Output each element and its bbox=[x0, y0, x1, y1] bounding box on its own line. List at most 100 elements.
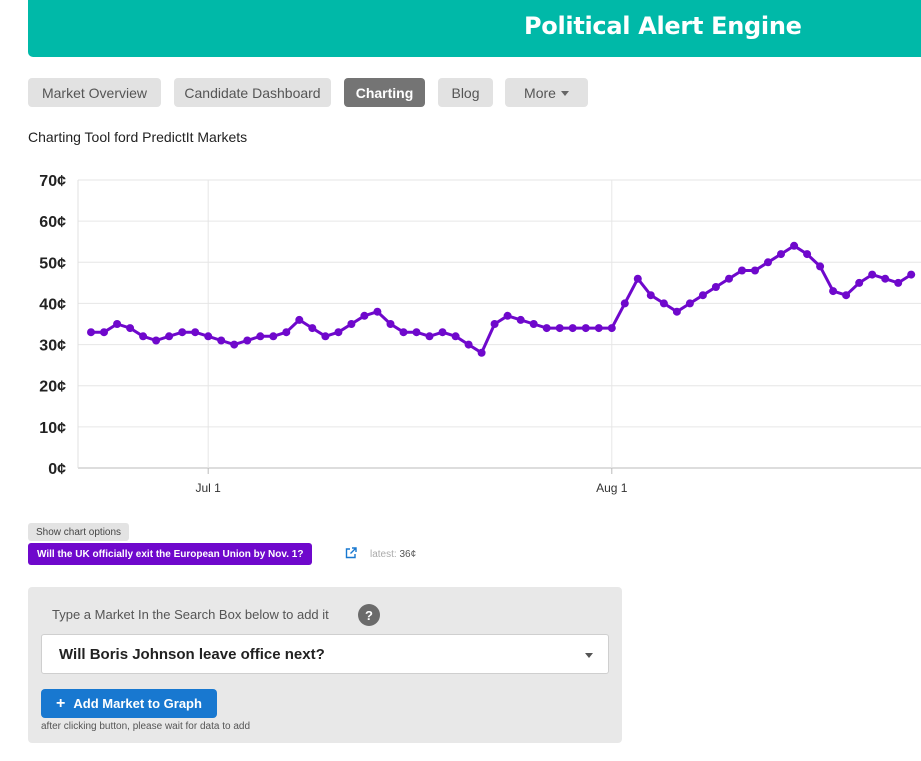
data-point bbox=[256, 332, 265, 341]
caret-down-icon bbox=[560, 91, 569, 96]
help-icon-text: ? bbox=[365, 607, 373, 623]
market-select[interactable]: Will Boris Johnson leave office next? bbox=[41, 634, 609, 674]
y-tick-label: 50¢ bbox=[39, 255, 66, 272]
data-point bbox=[321, 332, 330, 341]
x-axis-labels: Jul 1 Aug 1 bbox=[196, 481, 628, 495]
data-point bbox=[230, 340, 239, 349]
data-point bbox=[126, 324, 135, 333]
y-tick-label: 70¢ bbox=[39, 173, 66, 190]
data-point bbox=[100, 328, 108, 337]
data-point bbox=[386, 320, 395, 328]
data-point bbox=[568, 324, 577, 333]
add-market-button-label: Add Market to Graph bbox=[73, 696, 202, 711]
data-point bbox=[685, 299, 694, 308]
data-point bbox=[152, 336, 161, 345]
data-point bbox=[503, 311, 512, 320]
search-panel: Type a Market In the Search Box below to… bbox=[28, 587, 622, 743]
data-point bbox=[555, 324, 564, 333]
data-point bbox=[295, 315, 304, 324]
data-point bbox=[425, 332, 434, 341]
y-tick-label: 30¢ bbox=[39, 338, 66, 355]
data-point bbox=[516, 315, 525, 324]
nav-blog-label: Blog bbox=[451, 84, 480, 101]
data-point bbox=[113, 320, 122, 328]
data-point bbox=[672, 307, 681, 316]
data-point bbox=[542, 324, 551, 333]
add-market-hint: after clicking button, please wait for d… bbox=[41, 721, 251, 732]
data-point bbox=[204, 332, 213, 341]
data-point bbox=[347, 320, 356, 328]
help-icon[interactable]: ? bbox=[358, 604, 380, 626]
data-point bbox=[633, 274, 642, 283]
nav-candidate-dashboard[interactable]: Candidate Dashboard bbox=[174, 78, 331, 107]
data-point bbox=[842, 291, 851, 300]
y-tick-label: 20¢ bbox=[39, 379, 66, 396]
data-point bbox=[881, 274, 890, 283]
data-point bbox=[581, 324, 590, 333]
show-chart-options-button[interactable]: Show chart options bbox=[28, 523, 130, 541]
data-point bbox=[438, 328, 447, 337]
data-point bbox=[282, 328, 291, 337]
data-point bbox=[646, 291, 655, 300]
data-point bbox=[217, 336, 226, 345]
latest-price-value: 36¢ bbox=[399, 549, 417, 560]
data-point bbox=[620, 299, 629, 308]
data-point bbox=[751, 266, 759, 275]
market-tag-label: Will the UK officially exit the European… bbox=[37, 548, 304, 560]
data-point bbox=[659, 299, 668, 308]
data-point bbox=[490, 320, 499, 328]
chart-grid bbox=[77, 179, 921, 474]
data-point bbox=[373, 307, 382, 316]
nav-charting[interactable]: Charting bbox=[344, 78, 425, 107]
data-point bbox=[178, 328, 187, 337]
y-tick-label: 60¢ bbox=[39, 214, 66, 231]
data-point bbox=[790, 241, 799, 250]
data-point bbox=[269, 332, 278, 341]
y-axis-labels: 0¢ 10¢ 20¢ 30¢ 40¢ 50¢ 60¢ 70¢ bbox=[39, 173, 66, 478]
data-point bbox=[725, 274, 733, 283]
data-point bbox=[334, 328, 343, 337]
latest-price-label: latest: bbox=[370, 549, 397, 560]
data-point bbox=[477, 348, 486, 357]
data-point bbox=[412, 328, 421, 337]
data-point bbox=[139, 332, 148, 341]
data-point bbox=[711, 283, 720, 291]
data-point bbox=[868, 270, 877, 279]
data-point bbox=[191, 328, 200, 337]
data-point bbox=[529, 320, 538, 328]
nav-more[interactable]: More bbox=[505, 78, 588, 107]
chevron-down-icon bbox=[585, 653, 593, 658]
data-point bbox=[607, 324, 616, 333]
y-tick-label: 40¢ bbox=[39, 296, 66, 313]
data-point bbox=[243, 336, 252, 345]
data-point bbox=[698, 291, 707, 300]
chart-series bbox=[87, 241, 916, 357]
market-tag[interactable]: Will the UK officially exit the European… bbox=[28, 543, 313, 565]
y-tick-label: 10¢ bbox=[39, 420, 66, 437]
price-chart: 0¢ 10¢ 20¢ 30¢ 40¢ 50¢ 60¢ 70¢ Jul 1 Aug 1 bbox=[39, 173, 921, 495]
latest-price: latest: 36¢ bbox=[370, 549, 416, 560]
plus-icon: + bbox=[56, 694, 66, 712]
data-point bbox=[894, 278, 903, 287]
data-point bbox=[816, 262, 825, 271]
data-point bbox=[764, 258, 772, 267]
add-market-button[interactable]: + Add Market to Graph bbox=[41, 689, 217, 718]
nav-more-label: More bbox=[524, 84, 556, 101]
x-tick-label: Aug 1 bbox=[596, 481, 628, 495]
data-point bbox=[777, 250, 785, 259]
data-point bbox=[451, 332, 460, 341]
nav-market-overview[interactable]: Market Overview bbox=[28, 78, 161, 107]
nav-blog[interactable]: Blog bbox=[438, 78, 493, 107]
y-tick-label: 0¢ bbox=[48, 461, 66, 478]
data-point bbox=[464, 340, 473, 349]
external-link-icon[interactable] bbox=[344, 546, 358, 560]
app-title: Political Alert Engine bbox=[524, 12, 802, 40]
data-point bbox=[87, 328, 95, 337]
page-subtitle: Charting Tool ford PredictIt Markets bbox=[28, 129, 248, 145]
data-point bbox=[829, 287, 838, 296]
series-line bbox=[91, 244, 913, 355]
data-point bbox=[803, 250, 812, 259]
show-chart-options-label: Show chart options bbox=[36, 526, 122, 538]
nav-market-overview-label: Market Overview bbox=[41, 84, 148, 101]
search-panel-label: Type a Market In the Search Box below to… bbox=[52, 607, 329, 622]
